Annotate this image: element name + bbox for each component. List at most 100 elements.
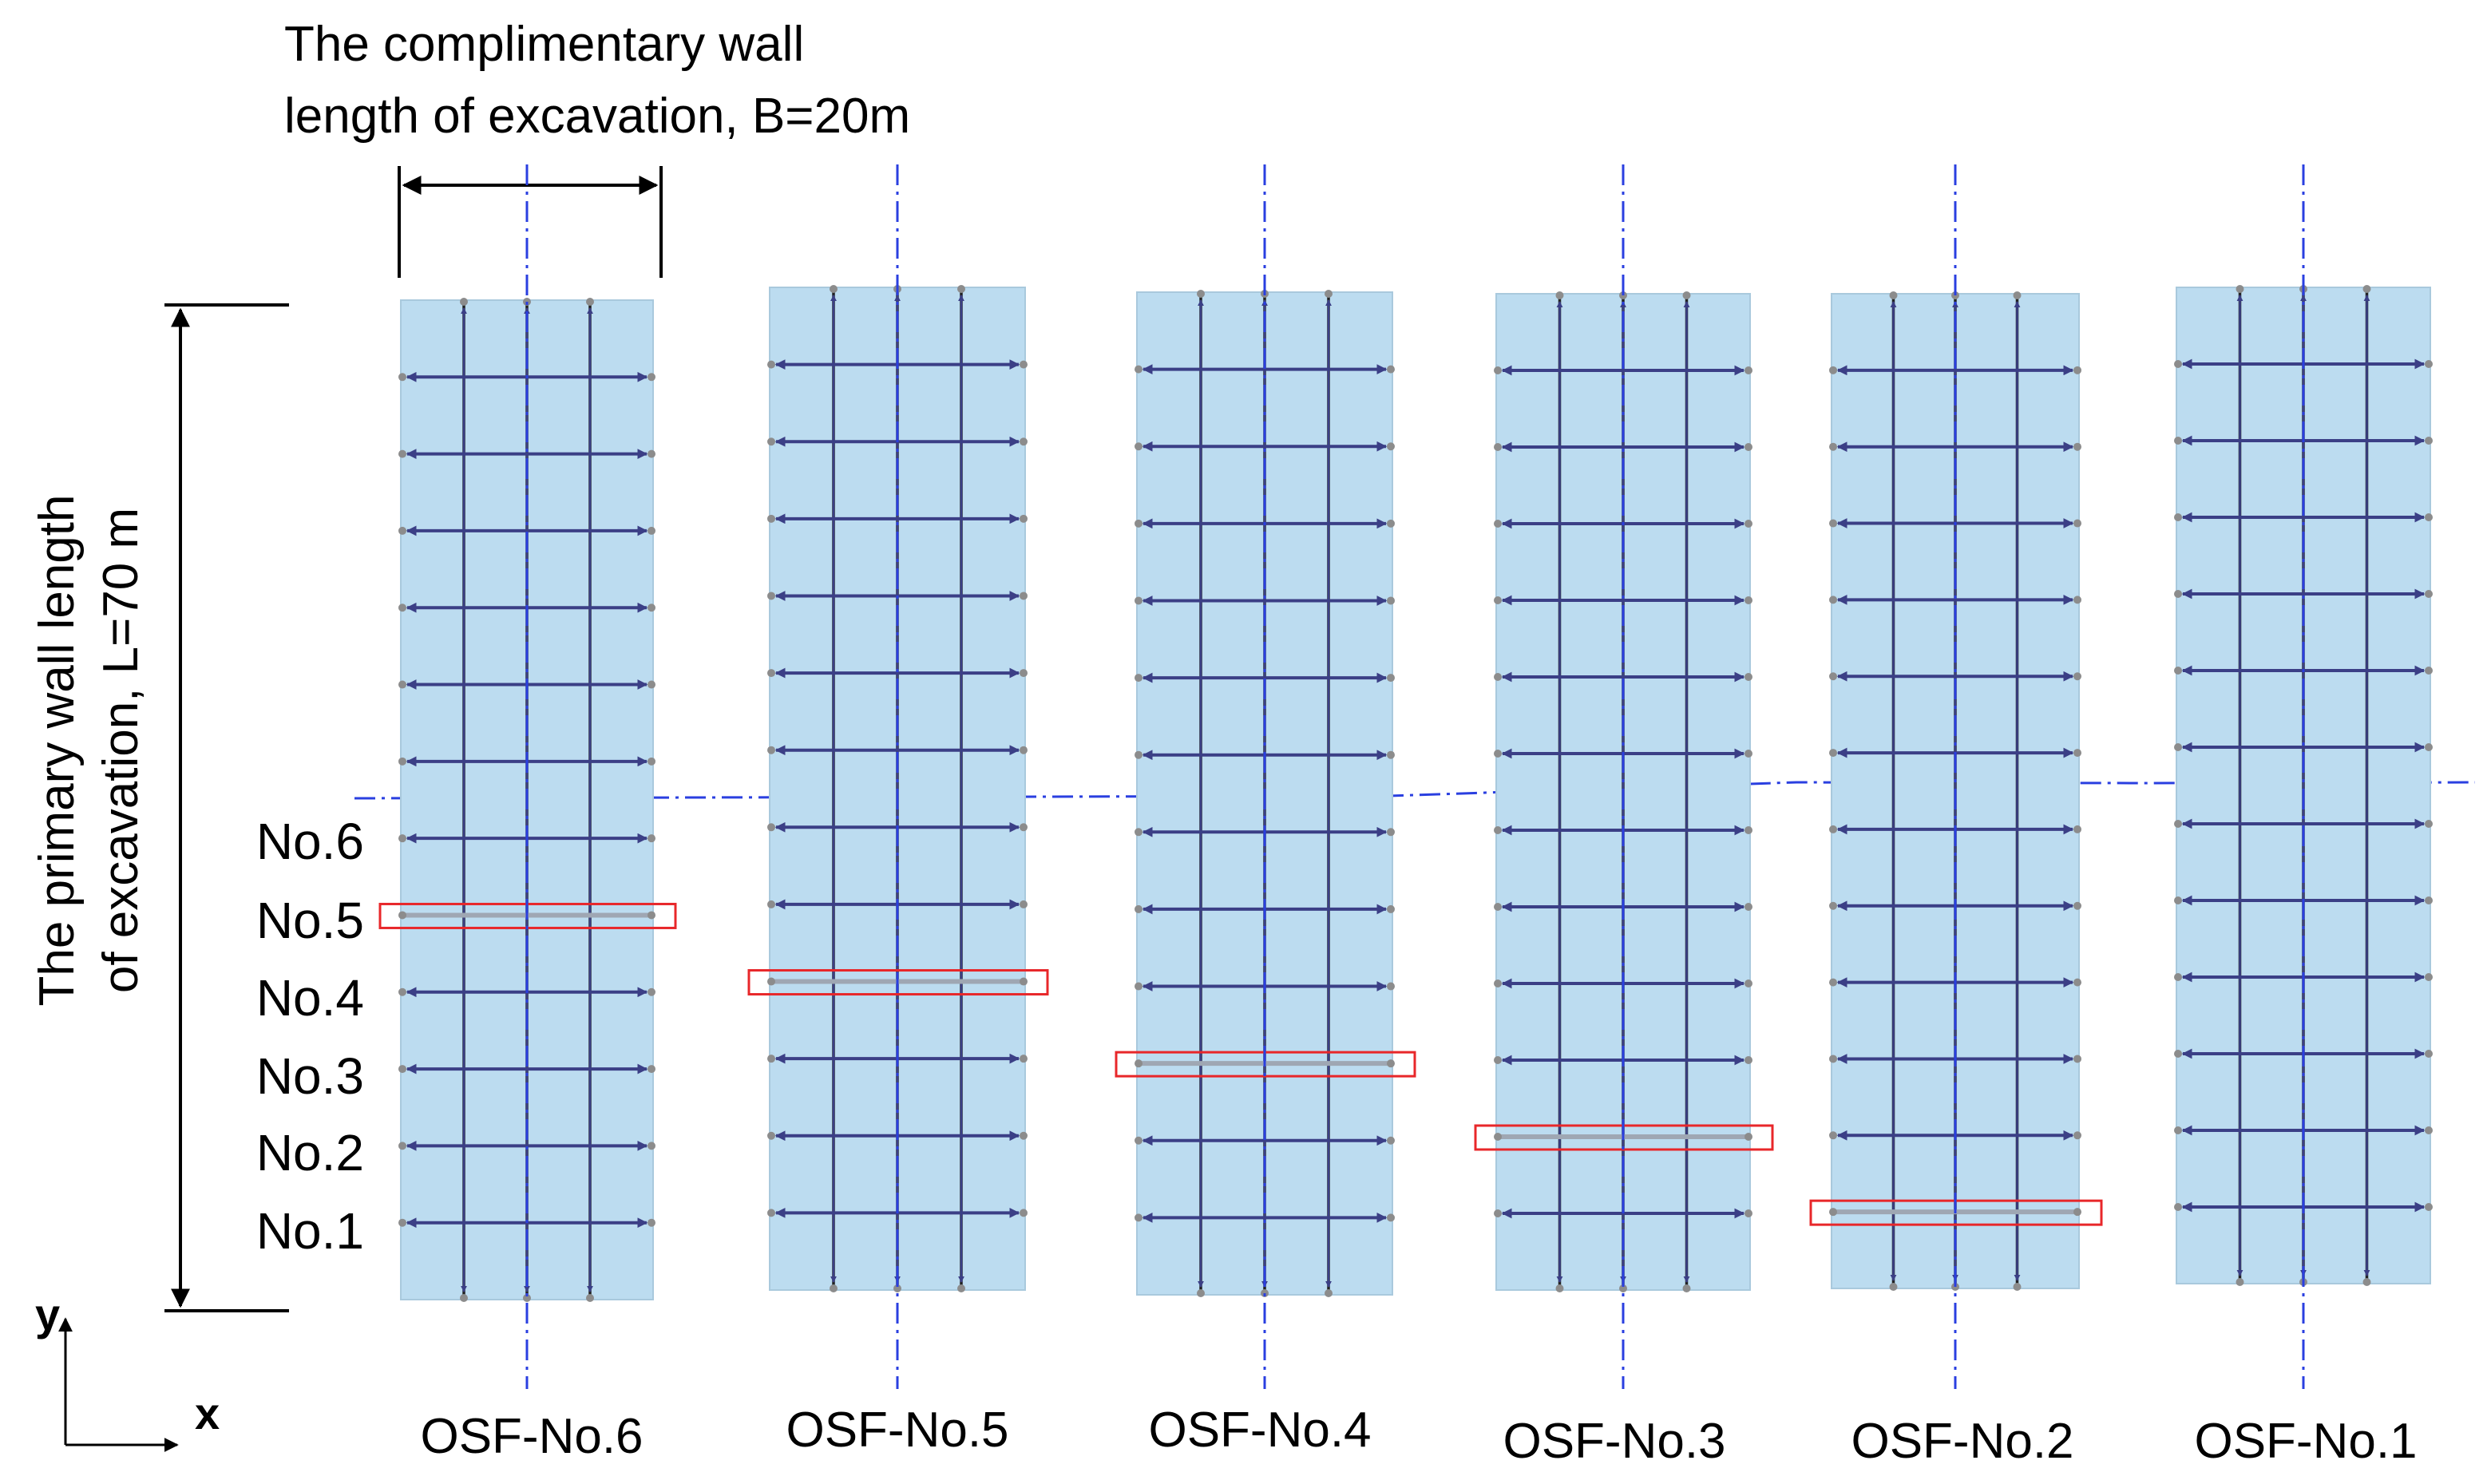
strut-node: [2073, 978, 2081, 987]
strut-node: [1829, 596, 1837, 604]
strut-node: [398, 603, 406, 612]
strut-node: [1744, 596, 1752, 604]
strut-node: [1387, 904, 1395, 913]
panels: [378, 164, 2433, 1389]
strut-node: [767, 437, 775, 446]
strut-node: [1829, 519, 1837, 528]
strut-node: [1020, 900, 1028, 908]
strut-node: [2073, 1208, 2081, 1217]
strut-node: [2174, 360, 2182, 368]
side-dimension-line1: The primary wall length: [30, 495, 85, 1007]
strut-node: [648, 757, 655, 766]
strut-node: [2236, 1278, 2244, 1286]
panel-osf-no2: [1809, 164, 2103, 1389]
strut-node: [1889, 1283, 1898, 1291]
strut-node: [957, 1284, 965, 1292]
strut-node: [460, 298, 468, 306]
strut-node: [2073, 366, 2081, 374]
strut-node: [648, 449, 655, 458]
strut-node: [1494, 673, 1502, 681]
strut-node: [2425, 437, 2433, 445]
strut-node: [2174, 1050, 2182, 1058]
strut-node: [1555, 291, 1564, 299]
strut-node: [1494, 826, 1502, 834]
top-dimension-line1: The complimentary wall: [284, 17, 804, 72]
strut-node: [1020, 669, 1028, 678]
strut-node: [1829, 901, 1837, 910]
strut-node: [1135, 982, 1143, 991]
strut-node: [1744, 673, 1752, 681]
strut-node: [1682, 1284, 1691, 1292]
strut-node: [1744, 520, 1752, 528]
strut-node: [2174, 1203, 2182, 1211]
strut-node: [648, 834, 655, 843]
strut-node: [2174, 973, 2182, 981]
strut-node: [1135, 828, 1143, 837]
strut-node: [1744, 750, 1752, 758]
horizontal-center-line: [354, 781, 2476, 800]
strut-node: [2073, 442, 2081, 451]
strut-node: [1744, 903, 1752, 911]
strut-node: [1135, 442, 1143, 451]
strut-node: [1744, 1133, 1752, 1141]
strut-node: [1494, 596, 1502, 604]
strut-node: [1387, 1059, 1395, 1068]
strut-node: [1829, 1208, 1837, 1217]
strut-node: [1387, 750, 1395, 759]
side-dimension-line2: of excavation, L=70 m: [93, 508, 149, 993]
strut-node: [2362, 1278, 2371, 1286]
row-label-no3: No.3: [256, 1047, 364, 1105]
strut-node: [648, 603, 655, 612]
strut-node: [1387, 442, 1395, 451]
strut-node: [2174, 590, 2182, 598]
strut-node: [767, 823, 775, 832]
strut-node: [1020, 1131, 1028, 1140]
row-label-no6: No.6: [256, 813, 364, 870]
strut-node: [648, 1142, 655, 1150]
strut-node: [648, 987, 655, 996]
strut-node: [398, 1065, 406, 1074]
strut-node: [2073, 519, 2081, 528]
strut-node: [1020, 514, 1028, 523]
strut-node: [1829, 978, 1837, 987]
strut-node: [1020, 977, 1028, 986]
row-label-no2: No.2: [256, 1124, 364, 1181]
strut-node: [1889, 291, 1898, 299]
strut-node: [648, 1218, 655, 1227]
strut-node: [1494, 520, 1502, 528]
strut-node: [2174, 513, 2182, 521]
panel-labels: OSF-No.6 OSF-No.5 OSF-No.4 OSF-No.3 OSF-…: [420, 1403, 2417, 1469]
strut-node: [1135, 519, 1143, 528]
panel-osf-no5: [747, 164, 1049, 1389]
strut-node: [2174, 667, 2182, 675]
strut-node: [1829, 1055, 1837, 1063]
strut-node: [1325, 290, 1333, 298]
strut-node: [1020, 437, 1028, 446]
strut-node: [1619, 1284, 1627, 1292]
strut-node: [1020, 823, 1028, 832]
strut-node: [1387, 674, 1395, 683]
strut-node: [2425, 1126, 2433, 1134]
strut-node: [1494, 903, 1502, 911]
strut-node: [1494, 366, 1502, 374]
strut-node: [398, 1218, 406, 1227]
strut-node: [398, 526, 406, 535]
strut-node: [2073, 1055, 2081, 1063]
strut-node: [767, 592, 775, 600]
strut-node: [767, 1131, 775, 1140]
strut-node: [1020, 592, 1028, 600]
strut-node: [2174, 820, 2182, 828]
strut-node: [1387, 982, 1395, 991]
strut-node: [1494, 1209, 1502, 1217]
strut-node: [1135, 1136, 1143, 1145]
side-dimension: The primary wall length of excavation, L…: [30, 303, 289, 1312]
strut-node: [1494, 1133, 1502, 1141]
axes-legend: y x: [35, 1289, 220, 1452]
strut-node: [1135, 904, 1143, 913]
strut-node: [2073, 596, 2081, 604]
strut-node: [767, 900, 775, 908]
strut-node: [460, 1294, 468, 1302]
strut-node: [1135, 674, 1143, 683]
strut-node: [2425, 513, 2433, 521]
strut-node: [2425, 1050, 2433, 1058]
